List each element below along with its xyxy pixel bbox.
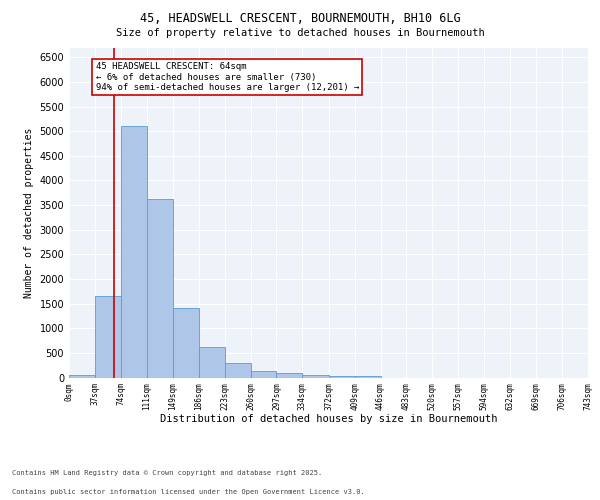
- Bar: [277, 373, 302, 378]
- Bar: [146, 199, 173, 378]
- X-axis label: Distribution of detached houses by size in Bournemouth: Distribution of detached houses by size …: [160, 414, 497, 424]
- Bar: [355, 376, 380, 378]
- Bar: [95, 296, 121, 378]
- Bar: [173, 308, 199, 378]
- Bar: [251, 371, 277, 378]
- Bar: [225, 362, 251, 378]
- Text: 45, HEADSWELL CRESCENT, BOURNEMOUTH, BH10 6LG: 45, HEADSWELL CRESCENT, BOURNEMOUTH, BH1…: [140, 12, 460, 26]
- Text: Size of property relative to detached houses in Bournemouth: Size of property relative to detached ho…: [116, 28, 484, 38]
- Bar: [302, 374, 329, 378]
- Text: Contains public sector information licensed under the Open Government Licence v3: Contains public sector information licen…: [12, 489, 365, 495]
- Text: 45 HEADSWELL CRESCENT: 64sqm
← 6% of detached houses are smaller (730)
94% of se: 45 HEADSWELL CRESCENT: 64sqm ← 6% of det…: [95, 62, 359, 92]
- Bar: [329, 376, 355, 378]
- Text: Contains HM Land Registry data © Crown copyright and database right 2025.: Contains HM Land Registry data © Crown c…: [12, 470, 322, 476]
- Y-axis label: Number of detached properties: Number of detached properties: [24, 128, 34, 298]
- Bar: [121, 126, 146, 378]
- Bar: [69, 374, 95, 378]
- Bar: [199, 347, 225, 378]
